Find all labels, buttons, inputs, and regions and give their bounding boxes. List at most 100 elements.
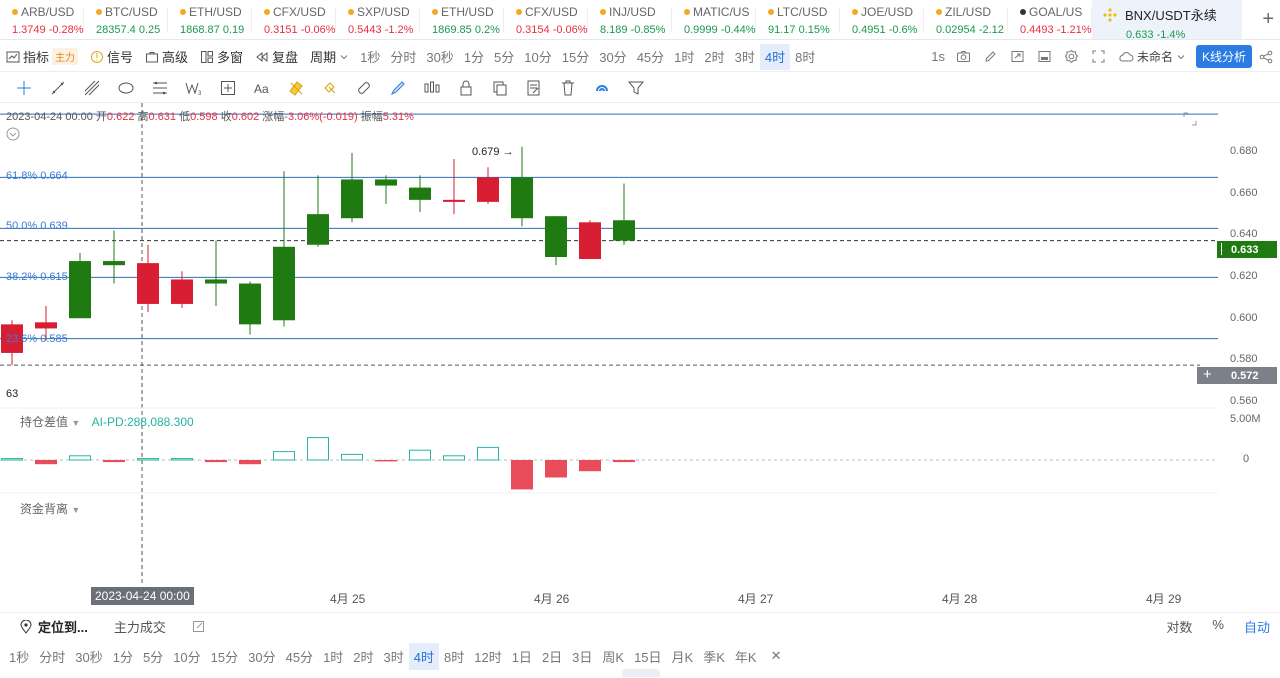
- ticker-item[interactable]: CFX/USD 0.3154 -0.06%: [504, 0, 588, 39]
- right-interval[interactable]: 1s: [931, 49, 945, 64]
- ticker-item[interactable]: ETH/USD 1869.85 0.2%: [420, 0, 504, 39]
- period-option[interactable]: 2日: [541, 649, 563, 665]
- period-option[interactable]: 3时: [383, 649, 404, 665]
- wave-tool[interactable]: 3: [182, 76, 206, 100]
- copy-tool[interactable]: [488, 76, 512, 100]
- period-option[interactable]: 2时: [353, 649, 374, 665]
- signal-button[interactable]: 信号: [84, 44, 139, 70]
- interval-option[interactable]: 1分: [463, 50, 485, 65]
- measure-tool[interactable]: [216, 76, 240, 100]
- fund-divergence-indicator[interactable]: 资金背离 ▼: [20, 500, 80, 517]
- interval-option[interactable]: 分时: [390, 50, 417, 65]
- period-option[interactable]: 3日: [572, 649, 593, 665]
- ticker-item[interactable]: SXP/USD 0.5443 -1.2%: [336, 0, 420, 39]
- period-option[interactable]: 1分: [112, 649, 133, 665]
- ticker-item[interactable]: GOAL/US 0.4493 -1.21%: [1008, 0, 1092, 39]
- filter-tool[interactable]: [624, 76, 648, 100]
- ticker-item[interactable]: CFX/USD 0.3151 -0.06%: [252, 0, 336, 39]
- ticker-item[interactable]: JOE/USD 0.4951 -0.6%: [840, 0, 924, 39]
- advanced-button[interactable]: 高级: [139, 44, 194, 70]
- period-option[interactable]: 8时: [444, 649, 465, 665]
- auto-scale-button[interactable]: 自动: [1243, 620, 1270, 635]
- period-option[interactable]: 45分: [285, 649, 314, 665]
- interval-option[interactable]: 15分: [561, 50, 590, 65]
- interval-option[interactable]: 1秒: [360, 50, 381, 65]
- fib-tool[interactable]: [148, 76, 172, 100]
- period-option[interactable]: 年K: [734, 649, 757, 665]
- ellipse-tool[interactable]: [114, 76, 138, 100]
- period-option[interactable]: 5分: [142, 649, 164, 665]
- period-option[interactable]: 分时: [39, 649, 66, 665]
- ticker-item[interactable]: ZIL/USD 0.02954 -2.12: [924, 0, 1008, 39]
- expand-chart-icon[interactable]: [1182, 111, 1198, 127]
- text-tool[interactable]: Aa: [250, 76, 274, 100]
- indicators-button[interactable]: 指标 主力: [0, 44, 84, 70]
- active-ticker-tab[interactable]: BNX/USDT永续 0.633 -1.4%: [1092, 0, 1242, 39]
- period-option[interactable]: 1时: [323, 649, 344, 665]
- parallel-channel-tool[interactable]: [80, 76, 104, 100]
- note-tool[interactable]: [522, 76, 546, 100]
- crosshair-tool[interactable]: [12, 76, 36, 100]
- interval-option[interactable]: 30秒: [426, 50, 454, 65]
- interval-option[interactable]: 3时: [734, 50, 755, 65]
- multi-window-button[interactable]: 多窗: [194, 44, 249, 70]
- layout-name-dropdown[interactable]: 未命名: [1112, 44, 1192, 70]
- period-option[interactable]: 周K: [602, 649, 625, 665]
- period-option[interactable]: 月K: [671, 649, 694, 665]
- log-scale-button[interactable]: 对数: [1166, 620, 1193, 635]
- period-option[interactable]: 30分: [248, 649, 276, 665]
- period-option[interactable]: 30秒: [75, 649, 103, 665]
- period-option[interactable]: 1日: [511, 649, 532, 665]
- period-option[interactable]: 4时: [408, 642, 439, 670]
- chart-area[interactable]: 2023-04-24 00:00 开0.622 高0.631 低0.598 收0…: [0, 103, 1280, 608]
- settings-button[interactable]: [1058, 44, 1085, 70]
- save-layout-button[interactable]: [1031, 44, 1058, 70]
- share-button[interactable]: [1004, 44, 1031, 70]
- magnet-snap-tool[interactable]: [590, 76, 614, 100]
- interval-option[interactable]: 30分: [599, 50, 627, 65]
- ticker-item[interactable]: BTC/USD 28357.4 0.25: [84, 0, 168, 39]
- period-option[interactable]: 季K: [703, 649, 725, 665]
- fullscreen-button[interactable]: [1085, 44, 1112, 70]
- add-alert-icon[interactable]: +: [1203, 366, 1212, 383]
- collapse-icon[interactable]: [6, 127, 20, 141]
- interval-option[interactable]: 2时: [704, 50, 725, 65]
- period-option[interactable]: 15分: [210, 649, 239, 665]
- replay-button[interactable]: 复盘: [249, 44, 304, 70]
- drag-handle[interactable]: [622, 669, 660, 677]
- ticker-item[interactable]: MATIC/US 0.9999 -0.44%: [672, 0, 756, 39]
- candlestick-chart[interactable]: [0, 103, 1280, 608]
- trendline-tool[interactable]: [46, 76, 70, 100]
- percent-scale-button[interactable]: %: [1212, 617, 1224, 632]
- edit-button[interactable]: [977, 44, 1004, 70]
- candle-style-tool[interactable]: [420, 76, 444, 100]
- more-button[interactable]: [1252, 44, 1280, 70]
- magnet-tool[interactable]: [352, 76, 376, 100]
- lock-drawings-tool[interactable]: [318, 76, 342, 100]
- period-option[interactable]: 15日: [634, 649, 662, 665]
- add-tab-button[interactable]: +: [1262, 8, 1274, 30]
- period-option[interactable]: 12时: [474, 649, 502, 665]
- camera-button[interactable]: [950, 44, 977, 70]
- interval-option[interactable]: 10分: [524, 50, 552, 65]
- interval-option[interactable]: 1时: [674, 50, 695, 65]
- main-volume-button[interactable]: 主力成交: [114, 617, 166, 636]
- close-icon[interactable]: ✕: [770, 648, 782, 663]
- interval-option[interactable]: 4时: [759, 43, 791, 70]
- pin-tool[interactable]: [454, 76, 478, 100]
- interval-option[interactable]: 8时: [795, 50, 816, 65]
- ticker-item[interactable]: INJ/USD 8.189 -0.85%: [588, 0, 672, 39]
- brush-tool[interactable]: [386, 76, 410, 100]
- delete-tool[interactable]: [556, 76, 580, 100]
- position-diff-indicator[interactable]: 持仓差值 ▼ AI-PD:288,088.300: [20, 413, 194, 430]
- interval-option[interactable]: 45分: [636, 50, 665, 65]
- period-option[interactable]: 10分: [173, 649, 201, 665]
- period-dropdown[interactable]: 周期: [304, 44, 355, 70]
- interval-option[interactable]: 5分: [494, 50, 515, 65]
- ticker-item[interactable]: ETH/USD 1868.87 0.19: [168, 0, 252, 39]
- ticker-item[interactable]: ARB/USD 1.3749 -0.28%: [0, 0, 84, 39]
- ticker-item[interactable]: LTC/USD 91.17 0.15%: [756, 0, 840, 39]
- kline-analysis-button[interactable]: K线分析: [1195, 45, 1252, 68]
- hide-drawings-tool[interactable]: [284, 76, 308, 100]
- locate-button[interactable]: 定位到...: [20, 617, 88, 636]
